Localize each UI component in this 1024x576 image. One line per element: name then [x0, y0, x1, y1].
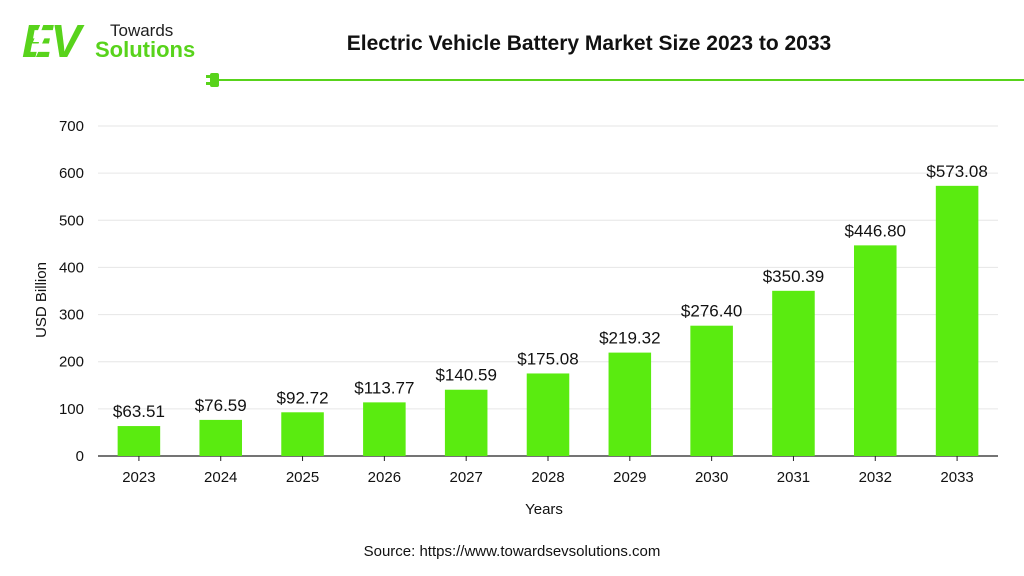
- bar-2025: [281, 412, 324, 456]
- y-tick-label: 100: [59, 401, 84, 418]
- value-label-2025: $92.72: [277, 388, 329, 407]
- x-tick-label-2032: 2032: [859, 469, 892, 486]
- grid-layer: [98, 125, 998, 461]
- y-axis-title: USD Billion: [33, 262, 50, 338]
- value-label-2027: $140.59: [435, 366, 496, 385]
- x-tick-label-2033: 2033: [940, 469, 973, 486]
- source-note: Source: https://www.towardsevsolutions.c…: [363, 543, 661, 560]
- value-label-2032: $446.80: [845, 221, 906, 240]
- bar-2024: [199, 419, 242, 456]
- bar-2032: [854, 245, 897, 456]
- bar-2031: [772, 290, 815, 456]
- bar-2028: [526, 373, 570, 456]
- value-label-2023: $63.51: [113, 402, 165, 421]
- bar-2027: [444, 389, 488, 456]
- value-label-2031: $350.39: [763, 267, 824, 286]
- y-tick-label: 300: [59, 307, 84, 324]
- chart-title: Electric Vehicle Battery Market Size 202…: [346, 32, 832, 55]
- bar-2030: [690, 325, 733, 456]
- x-tick-label-2024: 2024: [204, 469, 237, 486]
- x-tick-label-2027: 2027: [449, 469, 482, 486]
- value-label-2029: $219.32: [599, 329, 660, 348]
- y-tick-label: 400: [59, 259, 84, 276]
- y-tick-label: 500: [59, 212, 84, 229]
- y-tick-label: 600: [59, 165, 84, 182]
- bar-2029: [608, 352, 652, 456]
- bar-2023: [117, 426, 161, 456]
- bar-layer: [117, 185, 979, 456]
- value-label-2030: $276.40: [681, 302, 742, 321]
- value-label-2033: $573.08: [926, 162, 987, 181]
- x-axis-title: Years: [525, 501, 563, 518]
- x-tick-label-2029: 2029: [613, 469, 646, 486]
- logo-ev-mark: EV: [22, 15, 81, 67]
- x-tick-label-2025: 2025: [286, 469, 319, 486]
- y-tick-label: 700: [59, 118, 84, 135]
- logo-solutions-text: Solutions: [95, 37, 196, 62]
- value-label-2024: $76.59: [195, 396, 247, 415]
- label-layer: 0 100 200 300 400 500 600 700 $63.51 2023 $76.59 20…: [59, 118, 988, 486]
- x-tick-label-2030: 2030: [695, 469, 728, 486]
- brand-logo: EV Towards Solutions: [22, 15, 196, 68]
- x-tick-label-2031: 2031: [777, 469, 810, 486]
- plug-divider-icon: [206, 73, 1024, 87]
- x-tick-label-2026: 2026: [368, 469, 401, 486]
- bar-2033: [935, 185, 979, 456]
- bar-2026: [363, 402, 406, 456]
- x-tick-label-2023: 2023: [122, 469, 155, 486]
- value-label-2026: $113.77: [354, 378, 414, 397]
- y-tick-label: 0: [76, 448, 84, 465]
- lightning-bolt-icon: [33, 23, 45, 59]
- x-tick-label-2028: 2028: [531, 469, 564, 486]
- value-label-2028: $175.08: [517, 349, 578, 368]
- logo-towards-text: Towards: [110, 21, 174, 40]
- y-tick-label: 200: [59, 354, 84, 371]
